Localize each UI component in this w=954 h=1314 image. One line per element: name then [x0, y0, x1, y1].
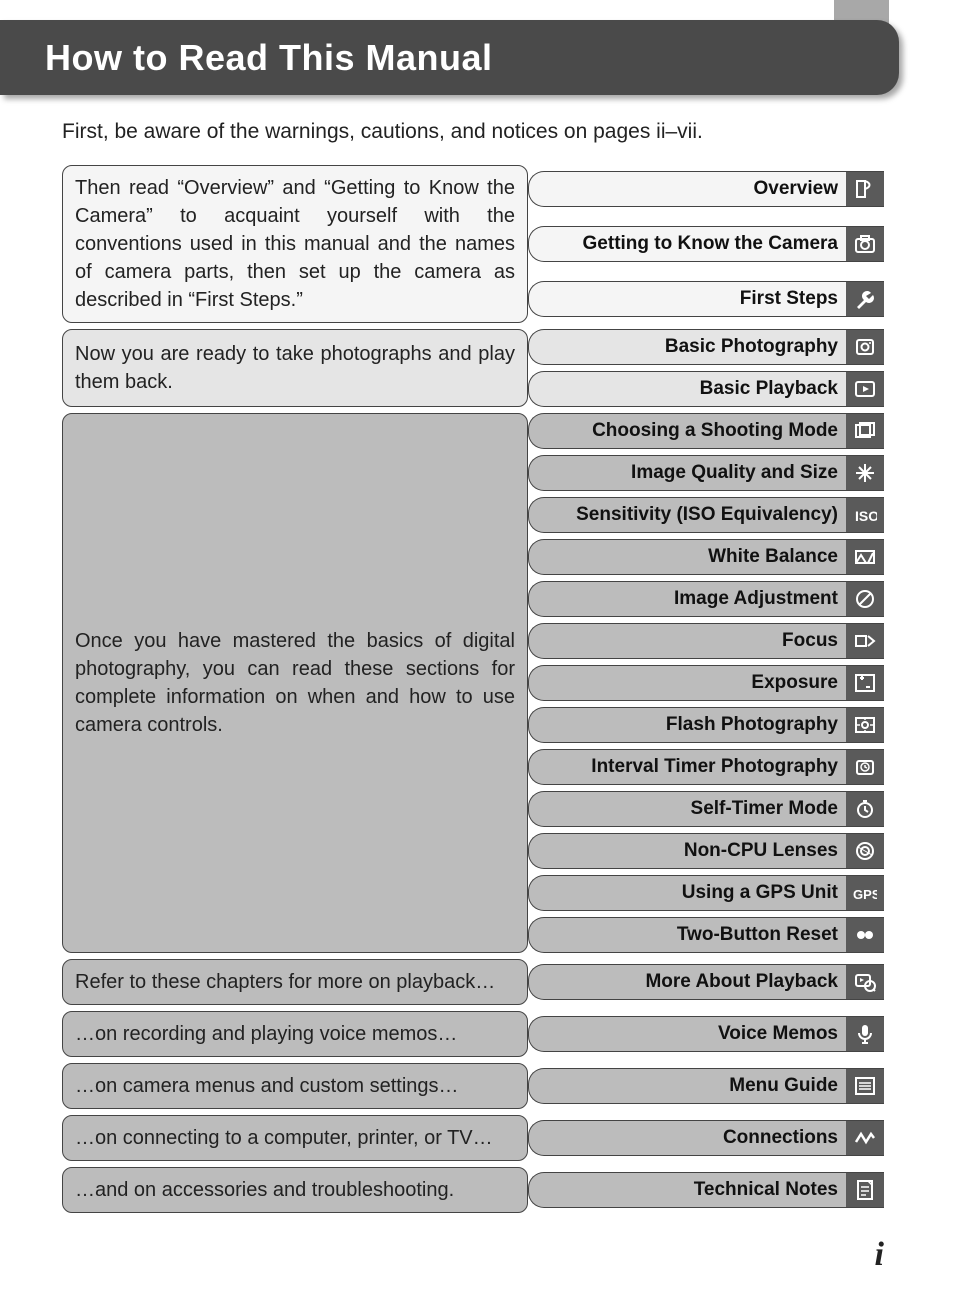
menu-icon — [846, 1068, 884, 1104]
chapter-label: Image Adjustment — [528, 581, 846, 617]
section-description: …on recording and playing voice memos… — [62, 1011, 528, 1057]
gps-icon — [846, 875, 884, 911]
chapter-label: Focus — [528, 623, 846, 659]
chapter-stack: Technical Notes — [528, 1167, 884, 1213]
iso-icon — [846, 497, 884, 533]
chapter-tab[interactable]: Overview — [528, 171, 884, 207]
play-icon — [846, 371, 884, 407]
chapter-label: Exposure — [528, 665, 846, 701]
section-row: …on camera menus and custom settings…Men… — [62, 1063, 884, 1109]
section-row: Refer to these chapters for more on play… — [62, 959, 884, 1005]
lens-icon — [846, 833, 884, 869]
section-row: Once you have mastered the basics of dig… — [62, 413, 884, 953]
intro-paragraph: First, be aware of the warnings, caution… — [62, 120, 894, 144]
chapter-label: Image Quality and Size — [528, 455, 846, 491]
exposure-icon — [846, 665, 884, 701]
quality-icon — [846, 455, 884, 491]
chapter-stack: Basic Photography Basic Playback — [528, 329, 884, 407]
section-description: Once you have mastered the basics of dig… — [62, 413, 528, 953]
chapter-stack: More About Playback — [528, 959, 884, 1005]
chapter-tab[interactable]: Menu Guide — [528, 1068, 884, 1104]
chapter-label: Choosing a Shooting Mode — [528, 413, 846, 449]
notes-icon — [846, 1172, 884, 1208]
chapter-tab[interactable]: Choosing a Shooting Mode — [528, 413, 884, 449]
chapter-stack: Choosing a Shooting Mode Image Quality an… — [528, 413, 884, 953]
chapter-tab[interactable]: Sensitivity (ISO Equivalency) — [528, 497, 884, 533]
chapter-label: First Steps — [528, 281, 846, 317]
chapter-label: Sensitivity (ISO Equivalency) — [528, 497, 846, 533]
timer-icon — [846, 791, 884, 827]
chapter-stack: Menu Guide — [528, 1063, 884, 1109]
connection-icon — [846, 1120, 884, 1156]
chapter-label: Basic Photography — [528, 329, 846, 365]
chapter-tab[interactable]: White Balance — [528, 539, 884, 575]
section-description: …on connecting to a computer, printer, o… — [62, 1115, 528, 1161]
chapter-tab[interactable]: Non-CPU Lenses — [528, 833, 884, 869]
chapter-stack: Voice Memos — [528, 1011, 884, 1057]
chapter-tab[interactable]: First Steps — [528, 281, 884, 317]
camera-icon — [846, 226, 884, 262]
chapter-tab[interactable]: Focus — [528, 623, 884, 659]
adjust-icon — [846, 581, 884, 617]
section-description: Refer to these chapters for more on play… — [62, 959, 528, 1005]
chapter-tab[interactable]: Flash Photography — [528, 707, 884, 743]
chapter-tab[interactable]: Voice Memos — [528, 1016, 884, 1052]
chapter-tab[interactable]: Technical Notes — [528, 1172, 884, 1208]
chapter-tab[interactable]: Self-Timer Mode — [528, 791, 884, 827]
chapter-stack: Overview Getting to Know the Camera First … — [528, 165, 884, 323]
chapter-label: More About Playback — [528, 964, 846, 1000]
chapter-label: Two-Button Reset — [528, 917, 846, 953]
section-description: …and on accessories and troubleshooting. — [62, 1167, 528, 1213]
chapter-tab[interactable]: Two-Button Reset — [528, 917, 884, 953]
wb-icon — [846, 539, 884, 575]
chapter-tab[interactable]: Basic Playback — [528, 371, 884, 407]
chapter-label: Voice Memos — [528, 1016, 846, 1052]
chapter-tab[interactable]: Image Quality and Size — [528, 455, 884, 491]
chapter-tab[interactable]: Connections — [528, 1120, 884, 1156]
interval-icon — [846, 749, 884, 785]
chapter-label: Menu Guide — [528, 1068, 846, 1104]
section-row: …and on accessories and troubleshooting.… — [62, 1167, 884, 1213]
chapter-label: Using a GPS Unit — [528, 875, 846, 911]
mode-icon — [846, 413, 884, 449]
playback-icon — [846, 964, 884, 1000]
chapter-label: White Balance — [528, 539, 846, 575]
section-row: Then read “Overview” and “Getting to Kno… — [62, 165, 884, 323]
voice-icon — [846, 1016, 884, 1052]
chapter-label: Interval Timer Photography — [528, 749, 846, 785]
section-row: Now you are ready to take photographs an… — [62, 329, 884, 407]
page-title-banner: How to Read This Manual — [0, 20, 899, 95]
chapter-tab[interactable]: More About Playback — [528, 964, 884, 1000]
content-area: Then read “Overview” and “Getting to Kno… — [62, 165, 884, 1219]
chapter-tab[interactable]: Getting to Know the Camera — [528, 226, 884, 262]
section-row: …on recording and playing voice memos…Vo… — [62, 1011, 884, 1057]
chapter-label: Non-CPU Lenses — [528, 833, 846, 869]
section-description: Then read “Overview” and “Getting to Kno… — [62, 165, 528, 323]
section-description: …on camera menus and custom settings… — [62, 1063, 528, 1109]
chapter-tab[interactable]: Using a GPS Unit — [528, 875, 884, 911]
wrench-icon — [846, 281, 884, 317]
chapter-label: Connections — [528, 1120, 846, 1156]
photo-icon — [846, 329, 884, 365]
overview-icon — [846, 171, 884, 207]
chapter-tab[interactable]: Exposure — [528, 665, 884, 701]
page-number: i — [875, 1236, 884, 1274]
chapter-tab[interactable]: Image Adjustment — [528, 581, 884, 617]
chapter-label: Basic Playback — [528, 371, 846, 407]
chapter-label: Technical Notes — [528, 1172, 846, 1208]
flash-icon — [846, 707, 884, 743]
chapter-tab[interactable]: Basic Photography — [528, 329, 884, 365]
reset-icon — [846, 917, 884, 953]
section-description: Now you are ready to take photographs an… — [62, 329, 528, 407]
focus-icon — [846, 623, 884, 659]
section-row: …on connecting to a computer, printer, o… — [62, 1115, 884, 1161]
chapter-label: Getting to Know the Camera — [528, 226, 846, 262]
page-title: How to Read This Manual — [45, 37, 493, 79]
chapter-label: Overview — [528, 171, 846, 207]
chapter-label: Flash Photography — [528, 707, 846, 743]
chapter-label: Self-Timer Mode — [528, 791, 846, 827]
chapter-stack: Connections — [528, 1115, 884, 1161]
chapter-tab[interactable]: Interval Timer Photography — [528, 749, 884, 785]
